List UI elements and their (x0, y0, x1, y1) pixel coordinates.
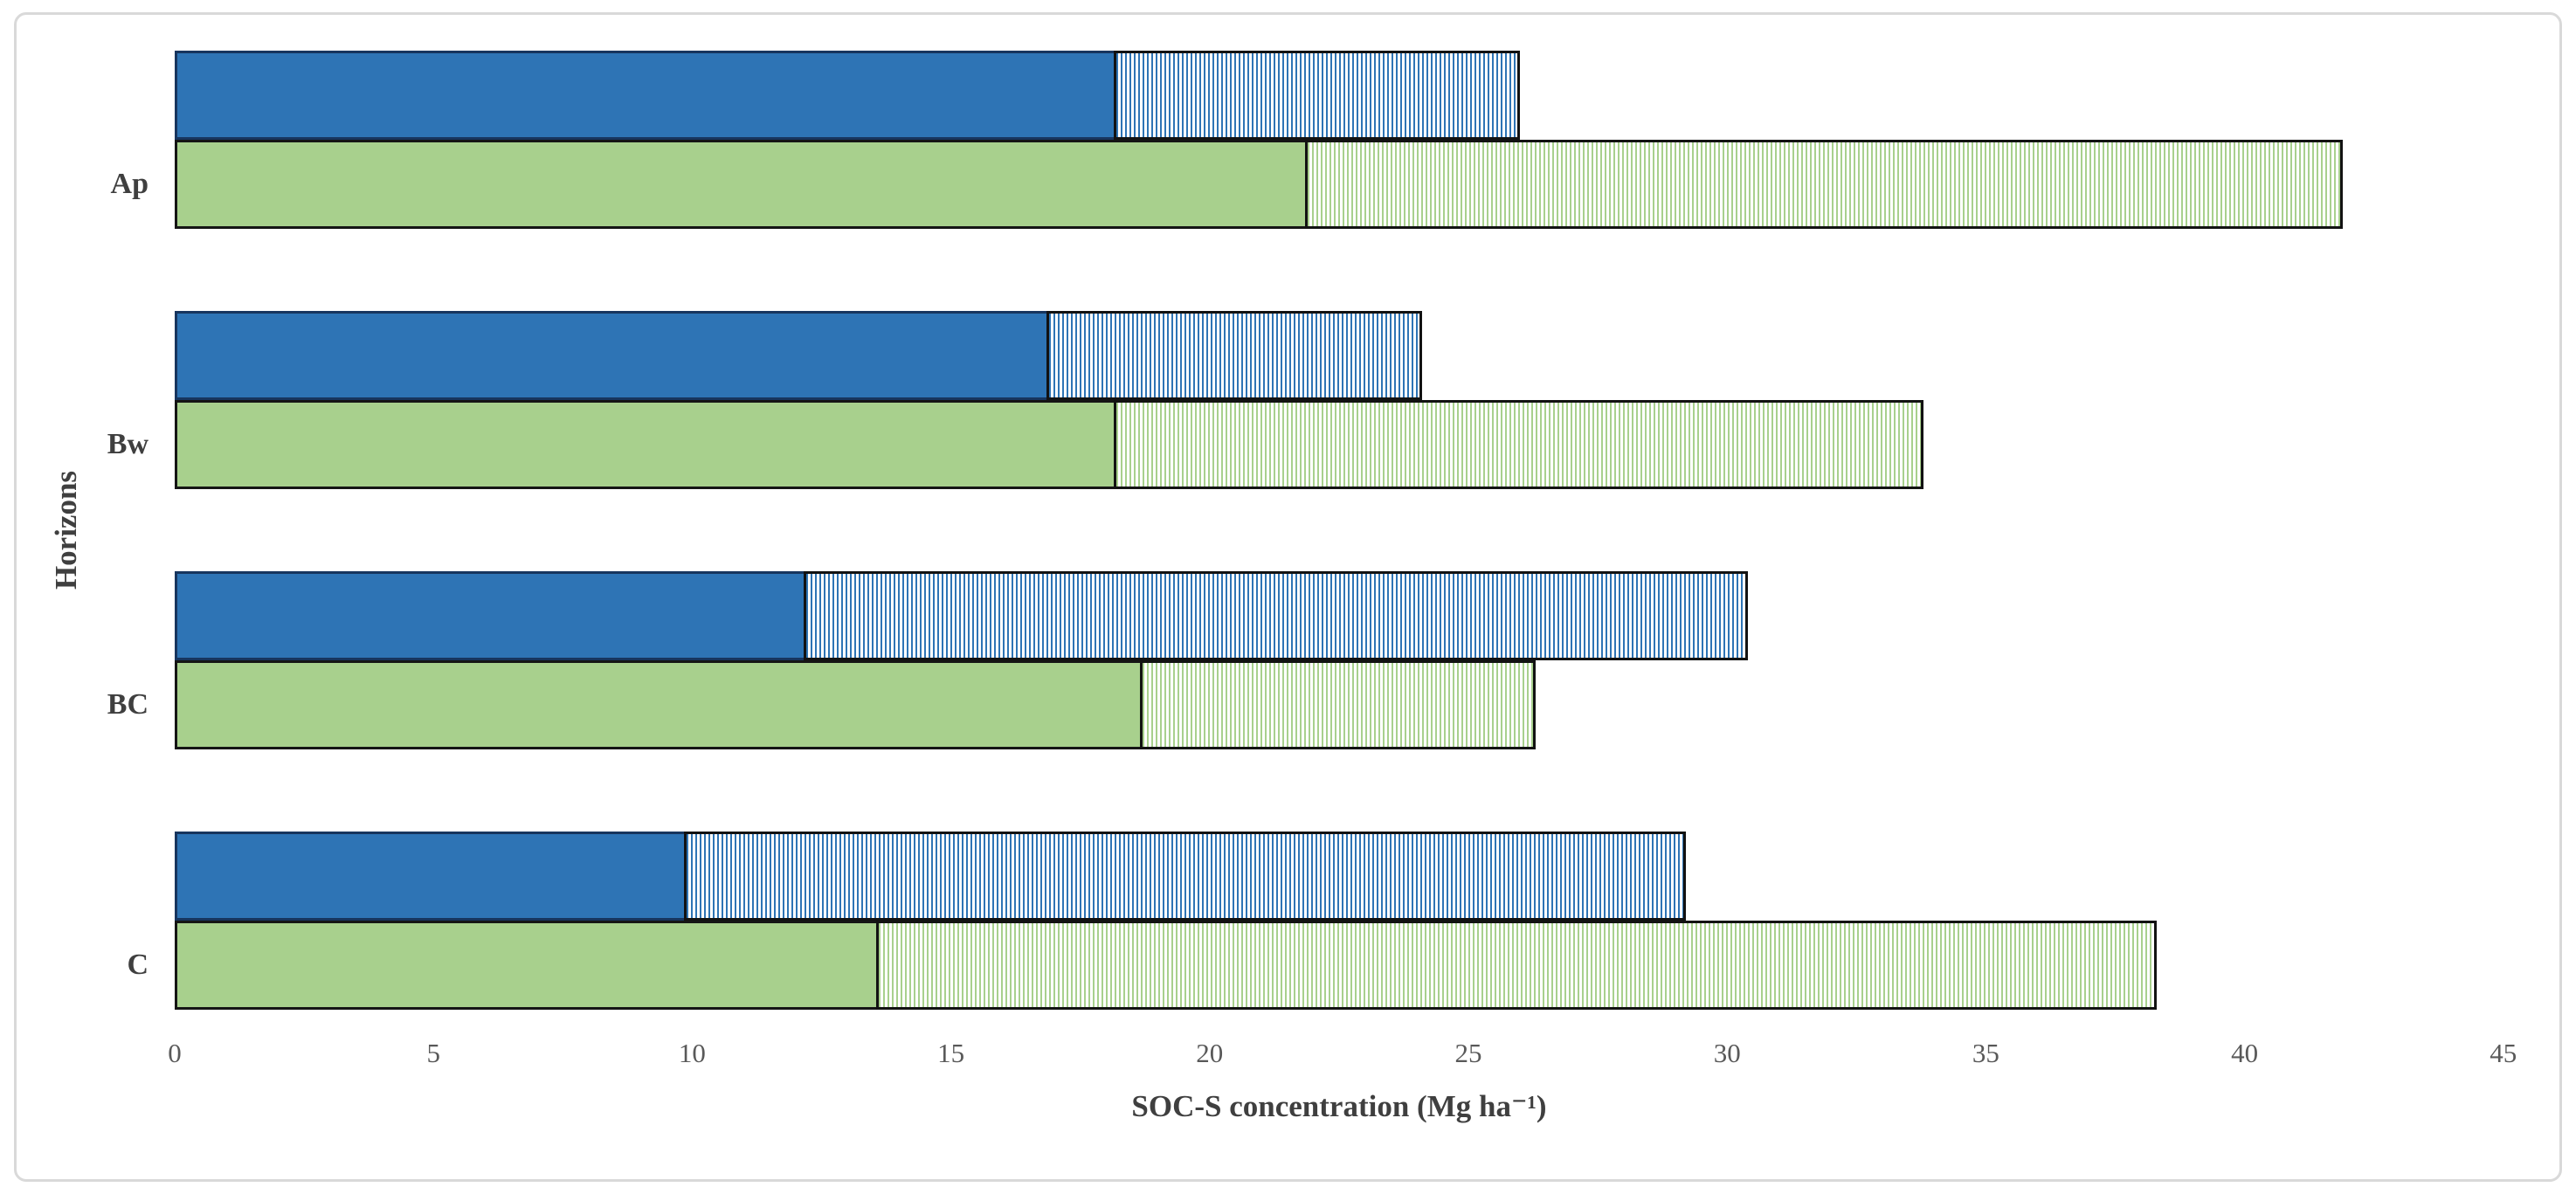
bw-blue-hatched-segment (1046, 311, 1422, 400)
x-tick-label-0: 0 (168, 1038, 182, 1068)
ap-green-hatched-segment (1305, 140, 2344, 229)
x-tick-label-5: 5 (426, 1038, 440, 1068)
x-tick-label-35: 35 (1972, 1038, 1999, 1068)
ap-blue-solid-segment (175, 51, 1117, 140)
y-axis-title: Horizons (49, 470, 83, 590)
bc-green-solid-segment (175, 660, 1143, 749)
c-blue-solid-segment (175, 832, 687, 921)
ap-blue-hatched-segment (1114, 51, 1521, 140)
category-label-bw: Bw (107, 428, 148, 460)
category-label-ap: Ap (110, 168, 148, 200)
bw-green-solid-segment (175, 400, 1117, 489)
c-green-hatched-segment (875, 921, 2157, 1010)
bw-blue-solid-segment (175, 311, 1050, 400)
x-tick-label-10: 10 (678, 1038, 706, 1068)
ap-green-solid-segment (175, 140, 1309, 229)
category-label-c: C (127, 949, 148, 981)
x-tick-label-20: 20 (1196, 1038, 1224, 1068)
bc-green-hatched-segment (1139, 660, 1536, 749)
category-label-bc: BC (107, 688, 148, 721)
x-tick-label-15: 15 (937, 1038, 965, 1068)
x-tick-label-30: 30 (1713, 1038, 1741, 1068)
x-tick-label-40: 40 (2231, 1038, 2259, 1068)
bc-blue-solid-segment (175, 571, 806, 660)
c-blue-hatched-segment (684, 832, 1686, 921)
c-green-solid-segment (175, 921, 879, 1010)
bc-blue-hatched-segment (803, 571, 1748, 660)
bw-green-hatched-segment (1114, 400, 1924, 489)
x-axis-title: SOC-S concentration (Mg ha⁻¹) (1131, 1089, 1547, 1123)
x-tick-label-45: 45 (2490, 1038, 2517, 1068)
x-tick-label-25: 25 (1454, 1038, 1482, 1068)
